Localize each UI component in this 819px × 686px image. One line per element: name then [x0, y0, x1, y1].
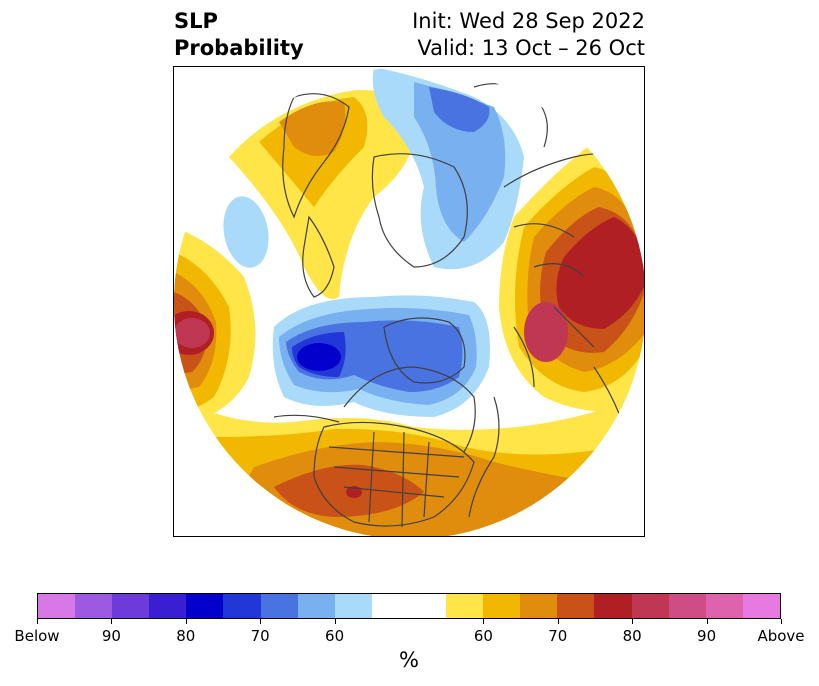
colorbar-segment	[557, 594, 595, 618]
colorbar-segment	[334, 594, 372, 618]
colorbar-tick-mark	[37, 619, 38, 624]
colorbar-tick-label: 60	[473, 627, 493, 645]
polar-map	[173, 66, 645, 537]
land-outlines	[273, 83, 644, 528]
colorbar-segment	[75, 594, 113, 618]
init-date-label: Init: Wed 28 Sep 2022	[412, 9, 645, 33]
colorbar-tick-label: Below	[14, 627, 60, 645]
colorbar-tick-label: 70	[250, 627, 270, 645]
valid-range-label: Valid: 13 Oct – 26 Oct	[417, 36, 645, 60]
colorbar-segment	[446, 594, 484, 618]
colorbar-tick-label: 90	[101, 627, 121, 645]
colorbar-tick-label: 80	[176, 627, 196, 645]
colorbar-segment	[742, 594, 780, 618]
colorbar-tick-mark	[334, 619, 336, 624]
colorbar-segment	[668, 594, 706, 618]
colorbar-tick-mark	[781, 619, 782, 624]
cool-spot-atlantic	[223, 196, 269, 268]
colorbar-segment	[223, 594, 261, 618]
colorbar-tick-mark	[185, 619, 187, 624]
colorbar-segment	[483, 594, 521, 618]
colorbar-segment	[38, 594, 76, 618]
metric-label: Probability	[174, 36, 304, 60]
colorbar-segment	[371, 594, 409, 618]
map-svg	[174, 67, 644, 536]
colorbar-segment	[186, 594, 224, 618]
colorbar-tick-label: Above	[757, 627, 805, 645]
colorbar-segment	[297, 594, 335, 618]
colorbar-tick-mark	[483, 619, 485, 624]
anomaly-field	[174, 67, 644, 536]
colorbar-segment	[631, 594, 669, 618]
colorbar-tick-mark	[706, 619, 708, 624]
plot-title-right: Init: Wed 28 Sep 2022 Valid: 13 Oct – 26…	[412, 8, 645, 62]
colorbar	[37, 593, 781, 619]
colorbar-segment	[520, 594, 558, 618]
colorbar-tick-label: 70	[548, 627, 568, 645]
colorbar-segment	[149, 594, 187, 618]
variable-label: SLP	[174, 9, 218, 33]
colorbar-tick-label: 80	[622, 627, 642, 645]
colorbar-tick-mark	[111, 619, 113, 624]
colorbar-unit-label: %	[399, 648, 419, 672]
colorbar-segment	[594, 594, 632, 618]
colorbar-tick-label: 90	[697, 627, 717, 645]
warm-core-east	[524, 302, 568, 362]
colorbar-segment	[260, 594, 298, 618]
colorbar-segment	[705, 594, 743, 618]
colorbar-segment	[408, 594, 447, 618]
cool-core-pacific	[297, 343, 341, 371]
colorbar-segment	[112, 594, 150, 618]
colorbar-tick-mark	[632, 619, 634, 624]
plot-title-left: SLP Probability	[174, 8, 304, 62]
colorbar-tick-label: 60	[325, 627, 345, 645]
colorbar-tick-mark	[260, 619, 262, 624]
colorbar-tick-mark	[557, 619, 559, 624]
